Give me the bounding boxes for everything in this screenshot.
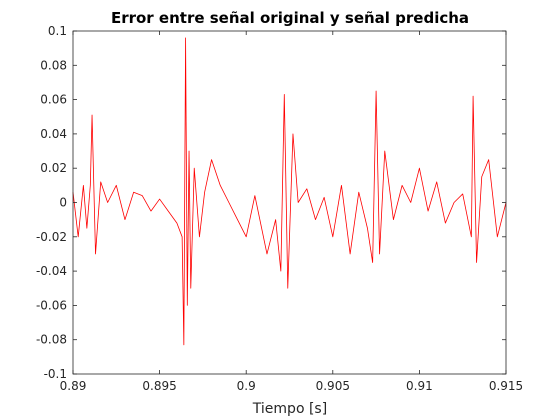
y-tick-label: 0 [59,196,67,210]
x-tick-label: 0.905 [316,379,350,393]
x-tick-label: 0.915 [489,379,523,393]
y-tick-label: -0.06 [36,298,67,312]
y-tick-label: 0.02 [40,161,67,175]
x-tick-label: 0.89 [60,379,87,393]
y-tick-label: 0.04 [40,127,67,141]
y-tick-label: -0.1 [44,367,67,381]
x-axis-label: Tiempo [s] [252,401,327,417]
x-tick-label: 0.91 [406,379,433,393]
y-tick-label: -0.04 [36,264,67,278]
y-tick-label: 0.1 [48,24,67,38]
x-tick-label: 0.9 [237,379,256,393]
y-tick-label: -0.02 [36,230,67,244]
chart-title: Error entre señal original y señal predi… [111,9,469,27]
plot-area: 0.89 0.895 0.9 0.905 0.91 0.915 -0.1 -0.08 -0.06… [36,24,523,393]
series-line-0 [72,37,507,346]
y-tick-label: 0.08 [40,58,67,72]
y-tick-label: 0.06 [40,93,67,107]
x-tick-label: 0.895 [142,379,176,393]
y-tick-label: -0.08 [36,333,67,347]
